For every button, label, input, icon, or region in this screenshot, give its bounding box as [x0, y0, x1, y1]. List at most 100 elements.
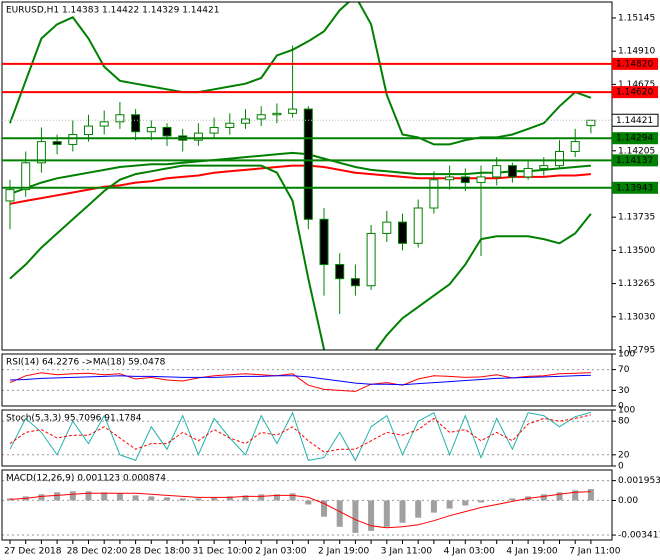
- candle-body: [507, 165, 517, 178]
- y-tick-label: 1.13265: [618, 279, 655, 289]
- candle-body: [335, 264, 345, 280]
- histogram-bar: [446, 500, 453, 509]
- candle-body: [476, 176, 486, 184]
- y-tick-label: 20: [618, 450, 630, 460]
- histogram-bar: [462, 500, 469, 506]
- candle-body: [586, 119, 596, 127]
- indicator-line: [9, 164, 591, 205]
- candle-body: [99, 121, 109, 127]
- histogram-bar: [7, 498, 13, 501]
- candle-body: [319, 218, 329, 266]
- histogram-bar: [321, 500, 327, 517]
- histogram-bar: [352, 500, 359, 533]
- candle-body: [492, 165, 502, 178]
- histogram-bar: [383, 500, 390, 527]
- y-tick-label: 1.13500: [618, 246, 655, 256]
- y-tick-label: 1.14675: [618, 80, 655, 90]
- panel-title: EURUSD,H1 1.14383 1.14422 1.14329 1.1442…: [6, 6, 219, 16]
- histogram-bar: [415, 500, 422, 518]
- histogram-bar: [85, 491, 92, 501]
- x-tick-label: 4 Jan 19:00: [506, 547, 558, 557]
- candle-body: [288, 108, 298, 114]
- y-tick-label: 1.13735: [618, 213, 655, 223]
- x-tick-label: 28 Dec 02:00: [67, 547, 128, 557]
- price-tag-label: 1.14294: [616, 134, 653, 144]
- price-tag-label: 1.13943: [616, 183, 653, 193]
- histogram-bar: [289, 493, 296, 501]
- x-tick-label: 31 Dec 10:00: [192, 547, 253, 557]
- indicator-line: [9, 411, 592, 462]
- candle-body: [539, 165, 549, 169]
- price-tag: [612, 154, 658, 167]
- y-tick-label: 100: [618, 406, 635, 416]
- x-tick-label: 4 Jan 03:00: [444, 547, 496, 557]
- candle-body: [303, 108, 313, 220]
- price-tag-label: 1.14137: [616, 156, 653, 166]
- histogram-bar: [509, 498, 516, 501]
- panel-frame: [1, 1, 613, 351]
- y-tick-label: 1.14910: [618, 47, 655, 57]
- price-tag: [612, 57, 658, 70]
- histogram-bar: [587, 489, 594, 501]
- price-tag-label: 1.14620: [616, 88, 653, 98]
- panel-frame: [1, 353, 613, 407]
- candle-body: [429, 179, 439, 209]
- histogram-bar: [305, 500, 312, 505]
- price-tag: [611, 113, 659, 127]
- panel-title: RSI(14) 64.2276 ->MA(18) 59.0478: [6, 358, 166, 368]
- histogram-bar: [54, 492, 61, 501]
- y-tick-label: 0: [618, 462, 624, 472]
- histogram-bar: [226, 496, 233, 501]
- y-tick-label: 1.14205: [618, 146, 655, 156]
- x-tick-label: 3 Jan 11:00: [381, 547, 433, 557]
- histogram-bar: [242, 495, 249, 501]
- histogram-bar: [556, 492, 563, 501]
- y-tick-label: 100: [618, 350, 635, 360]
- y-tick-label: 0.001953: [618, 476, 660, 486]
- histogram-bar: [195, 498, 202, 501]
- histogram-bar: [38, 494, 45, 501]
- candle-body: [523, 167, 533, 178]
- candle-body: [225, 122, 235, 128]
- histogram-bar: [478, 500, 484, 503]
- indicator-line: [9, 374, 591, 386]
- histogram-bar: [336, 500, 343, 527]
- histogram-bar: [164, 497, 170, 501]
- histogram-bar: [572, 490, 579, 501]
- candle-body: [241, 118, 250, 124]
- indicator-line: [9, 491, 591, 529]
- x-tick-label: 7 Jan 11:00: [569, 547, 621, 557]
- histogram-bar: [116, 493, 123, 501]
- indicator-line: [9, 372, 591, 392]
- y-tick-label: 1.12795: [618, 346, 655, 356]
- panel: [5, 2, 596, 350]
- panel: [2, 411, 612, 462]
- panel-frame: [1, 409, 613, 467]
- candle-body: [36, 141, 46, 164]
- y-tick-label: -0.003411: [618, 531, 660, 541]
- x-tick-label: 2 Jan 19:00: [318, 547, 370, 557]
- y-tick-label: 30: [618, 386, 630, 396]
- candle-body: [21, 162, 31, 191]
- panel-title: MACD(12,26,9) 0.001123 0.000874: [6, 474, 166, 484]
- y-tick-label: 0: [618, 402, 624, 412]
- histogram-bar: [368, 500, 375, 531]
- panel: [2, 369, 612, 392]
- histogram-bar: [179, 498, 186, 501]
- histogram-bar: [211, 497, 218, 501]
- histogram-bar: [132, 495, 139, 501]
- panel-title: Stoch(5,3,3) 95.7096 91.1784: [6, 414, 142, 424]
- candle-body: [350, 278, 360, 287]
- y-tick-label: 70: [618, 365, 630, 375]
- candle-body: [382, 221, 392, 234]
- candle-body: [84, 125, 93, 136]
- y-tick-label: 1.15145: [618, 13, 655, 23]
- histogram-bar: [69, 491, 76, 501]
- candle-body: [131, 114, 141, 133]
- candle-body: [115, 114, 125, 123]
- candle-body: [162, 126, 172, 137]
- histogram-bar: [273, 494, 280, 501]
- candle-body: [209, 126, 219, 134]
